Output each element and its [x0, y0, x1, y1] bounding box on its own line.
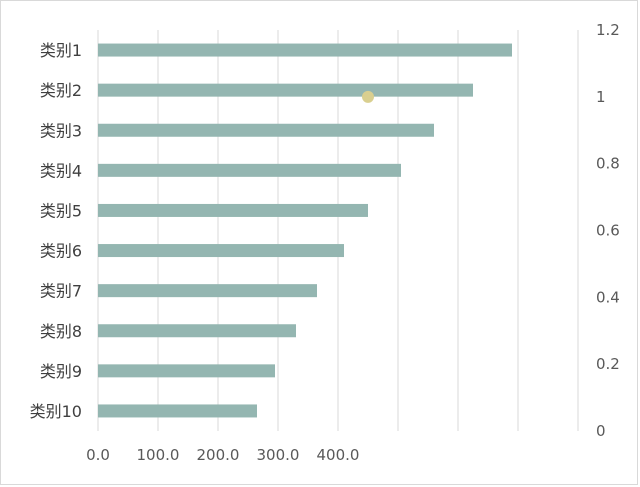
secondary-y-tick-labels: 0 0.2 0.4 0.6 0.8 1 1.2: [596, 21, 620, 440]
x-tick-label-4: 400.0: [317, 446, 360, 464]
category-label-7: 类别7: [40, 282, 82, 301]
y2-tick-label-3: 0.6: [596, 222, 620, 240]
bar-4: [98, 163, 401, 177]
bar-6: [98, 244, 344, 258]
bar-2: [98, 83, 473, 97]
y2-tick-label-2: 0.4: [596, 288, 620, 306]
x-tick-label-3: 300.0: [257, 446, 300, 464]
category-label-10: 类别10: [30, 402, 82, 421]
bar-9: [98, 364, 275, 378]
category-label-2: 类别2: [40, 81, 82, 100]
category-label-3: 类别3: [40, 121, 82, 140]
marker-point: [362, 90, 374, 103]
bar-8: [98, 324, 296, 338]
y2-tick-label-6: 1.2: [596, 21, 620, 39]
category-label-8: 类别8: [40, 322, 82, 341]
category-label-6: 类别6: [40, 242, 82, 261]
bar-7: [98, 284, 317, 298]
y2-tick-label-0: 0: [596, 422, 606, 440]
category-label-9: 类别9: [40, 362, 82, 381]
y2-tick-label-5: 1: [596, 88, 606, 106]
marker-layer: [362, 90, 374, 103]
y2-tick-label-4: 0.8: [596, 155, 620, 173]
x-tick-label-2: 200.0: [197, 446, 240, 464]
x-tick-label-1: 100.0: [137, 446, 180, 464]
x-tick-label-0: 0.0: [86, 446, 110, 464]
bar-5: [98, 203, 368, 217]
bar-3: [98, 123, 434, 137]
category-label-5: 类别5: [40, 201, 82, 220]
grid-layer: [97, 30, 579, 431]
category-label-1: 类别1: [40, 41, 82, 60]
category-labels: 类别1 类别2 类别3 类别4 类别5 类别6 类别7 类别8 类别9 类别10: [30, 41, 82, 421]
category-label-4: 类别4: [40, 161, 82, 180]
bar-10: [98, 404, 257, 418]
y2-tick-label-1: 0.2: [596, 355, 620, 373]
x-tick-labels: 0.0 100.0 200.0 300.0 400.0: [86, 446, 359, 464]
bar-layer: [98, 43, 512, 418]
bar-1: [98, 43, 512, 57]
